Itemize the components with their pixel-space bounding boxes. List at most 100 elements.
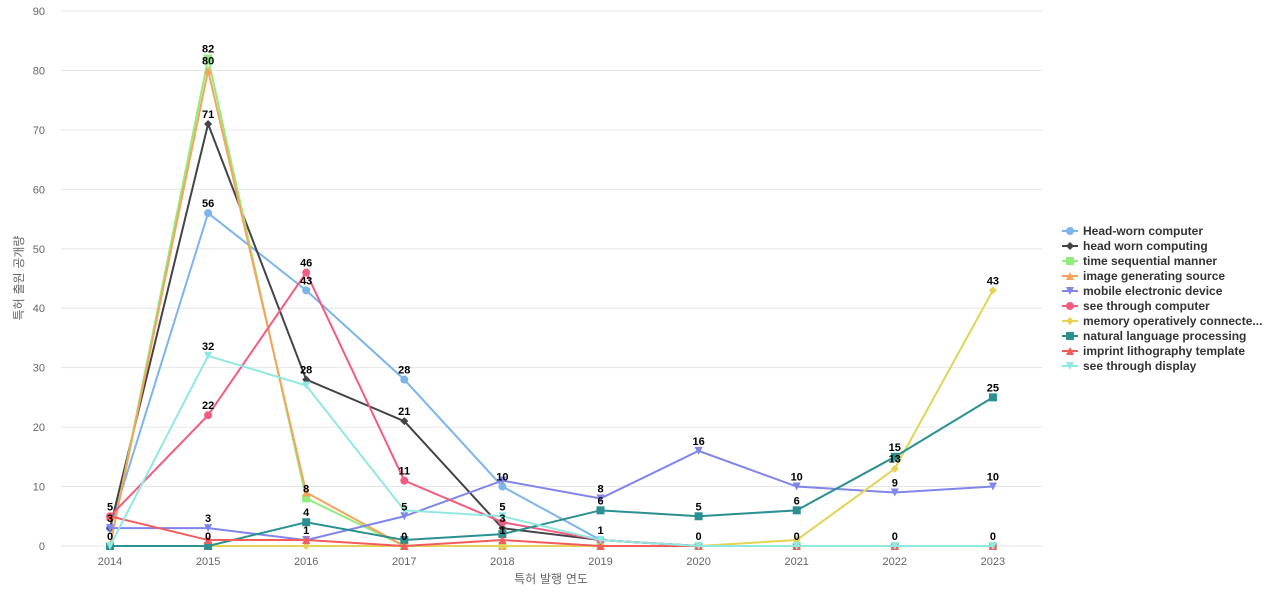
x-axis: 2014 2015 2016 2017 2018 2019 2020 2021 2022 2023 [98,556,1005,568]
data-point [792,482,801,491]
legend-item-see-through-computer[interactable]: see through computer [1062,299,1210,313]
x-tick-label: 2022 [883,556,907,568]
series-line-mobile-electronic-device [110,449,993,542]
data-label: 15 [889,442,901,454]
data-point [204,54,213,63]
legend-symbol [1066,287,1074,295]
data-label: 1 [499,525,505,537]
legend-symbol [1066,317,1074,325]
data-label: 3 [107,513,113,525]
data-point [400,536,409,545]
data-label: 10 [791,472,803,484]
data-label: 43 [300,275,312,287]
data-label: 80 [202,55,214,67]
legend-symbol [1066,227,1074,235]
data-point [596,506,605,515]
data-point [890,464,899,473]
legend-symbol [1066,242,1074,250]
data-label: 43 [987,275,999,287]
data-label: 28 [398,365,410,377]
grid [61,10,1042,547]
data-point [400,542,409,550]
series-mobile-electronic-device [106,446,997,545]
data-point [302,488,311,497]
data-point [498,482,507,491]
legend-item-head-worn-computer[interactable]: Head-worn computer [1062,224,1203,238]
data-point [498,512,507,521]
legend-item-see-through-display[interactable]: see through display [1062,359,1197,373]
data-point [106,512,114,521]
series-line-memory-operatively-connecte [110,289,994,547]
data-point [596,494,605,503]
data-label: 5 [499,501,505,513]
data-label: 1 [597,525,603,537]
legend-symbol [1066,332,1074,340]
data-label: 0 [794,531,800,543]
data-label: 6 [597,495,603,507]
data-point [204,209,213,218]
data-label: 10 [987,472,999,484]
legend-label: see through display [1083,359,1197,373]
data-label: 28 [300,365,312,377]
data-point [498,476,507,485]
data-label: 21 [398,406,410,418]
data-point [204,524,213,533]
series-head-worn-computing [106,119,997,550]
data-label: 11 [398,466,410,478]
y-tick-label: 40 [33,303,45,315]
x-tick-label: 2020 [686,556,710,568]
data-point [400,506,409,515]
legend-item-time-sequential-manner[interactable]: time sequential manner [1062,254,1217,268]
legend-label: mobile electronic device [1083,284,1223,298]
data-point [302,268,311,277]
data-label: 82 [202,44,214,56]
x-tick-label: 2021 [784,556,808,568]
series-line-head-worn-computer [109,211,993,547]
legend-label: imprint lithography template [1083,344,1245,358]
data-point [890,542,899,550]
legend-symbol [1066,347,1074,355]
data-point [204,66,213,75]
data-point [400,417,409,426]
legend-item-mobile-electronic-device[interactable]: mobile electronic device [1062,284,1223,298]
x-tick-label: 2018 [490,556,514,568]
y-tick-label: 30 [33,363,45,375]
legend-label: head worn computing [1083,239,1208,253]
y-axis-title: 특허 출원 공개량 [12,236,26,321]
y-tick-label: 60 [33,184,45,196]
data-point [890,488,899,497]
data-point [988,542,997,550]
y-axis: 0 10 20 30 40 50 60 70 80 90 [33,6,45,553]
data-label: 0 [892,531,898,543]
data-point [302,381,311,390]
data-label: 0 [990,531,996,543]
legend-item-image-generating-source[interactable]: image generating source [1062,269,1225,283]
series-line-natural-language-processing [110,396,994,547]
series-line-see-through-display [109,354,993,547]
series-head-worn-computer [106,209,997,550]
legend-label: memory operatively connecte... [1083,314,1262,328]
data-point [302,536,311,545]
legend-symbol [1066,257,1074,265]
data-label: 8 [597,483,603,495]
data-label: 10 [496,472,508,484]
data-point [106,524,114,533]
legend-item-imprint-lithography-template[interactable]: imprint lithography template [1062,344,1245,358]
legend-item-natural-language-processing[interactable]: natural language processing [1062,329,1246,343]
x-tick-label: 2023 [981,556,1005,568]
x-tick-label: 2017 [392,556,416,568]
data-point [106,542,114,550]
data-label: 0 [107,531,113,543]
legend-item-head-worn-computing[interactable]: head worn computing [1062,239,1208,253]
data-point [204,411,213,420]
x-tick-label: 2015 [196,556,220,568]
legend-item-memory-operatively-connecte[interactable]: memory operatively connecte... [1062,314,1262,328]
data-point [498,536,507,545]
series-line-time-sequential-manner [109,58,993,547]
data-label: 8 [303,483,309,495]
x-tick-label: 2019 [588,556,612,568]
data-label: 32 [202,341,214,353]
legend-label: time sequential manner [1083,254,1217,268]
